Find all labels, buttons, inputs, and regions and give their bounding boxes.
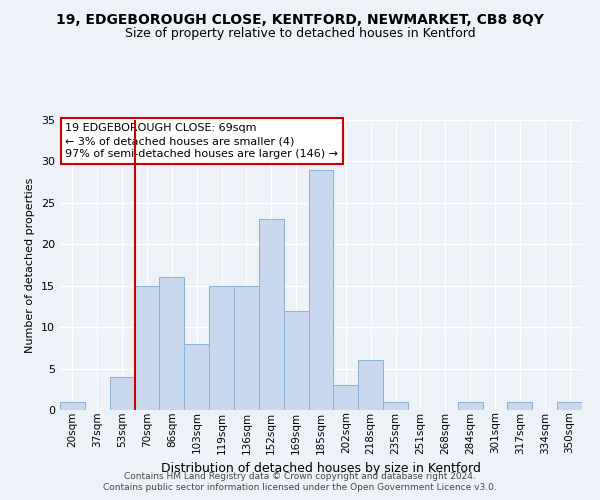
Bar: [334, 385, 358, 410]
Bar: [284, 310, 308, 410]
Bar: [383, 402, 408, 410]
Bar: [308, 170, 334, 410]
Text: Size of property relative to detached houses in Kentford: Size of property relative to detached ho…: [125, 28, 475, 40]
Bar: [160, 278, 184, 410]
Bar: [60, 402, 85, 410]
Bar: [259, 220, 284, 410]
Bar: [557, 402, 582, 410]
Text: 19, EDGEBOROUGH CLOSE, KENTFORD, NEWMARKET, CB8 8QY: 19, EDGEBOROUGH CLOSE, KENTFORD, NEWMARK…: [56, 12, 544, 26]
X-axis label: Distribution of detached houses by size in Kentford: Distribution of detached houses by size …: [161, 462, 481, 475]
Text: 19 EDGEBOROUGH CLOSE: 69sqm
← 3% of detached houses are smaller (4)
97% of semi-: 19 EDGEBOROUGH CLOSE: 69sqm ← 3% of deta…: [65, 123, 338, 160]
Bar: [458, 402, 482, 410]
Bar: [508, 402, 532, 410]
Y-axis label: Number of detached properties: Number of detached properties: [25, 178, 35, 352]
Bar: [234, 286, 259, 410]
Bar: [358, 360, 383, 410]
Bar: [184, 344, 209, 410]
Bar: [110, 377, 134, 410]
Bar: [209, 286, 234, 410]
Bar: [134, 286, 160, 410]
Text: Contains HM Land Registry data © Crown copyright and database right 2024.
Contai: Contains HM Land Registry data © Crown c…: [103, 472, 497, 492]
